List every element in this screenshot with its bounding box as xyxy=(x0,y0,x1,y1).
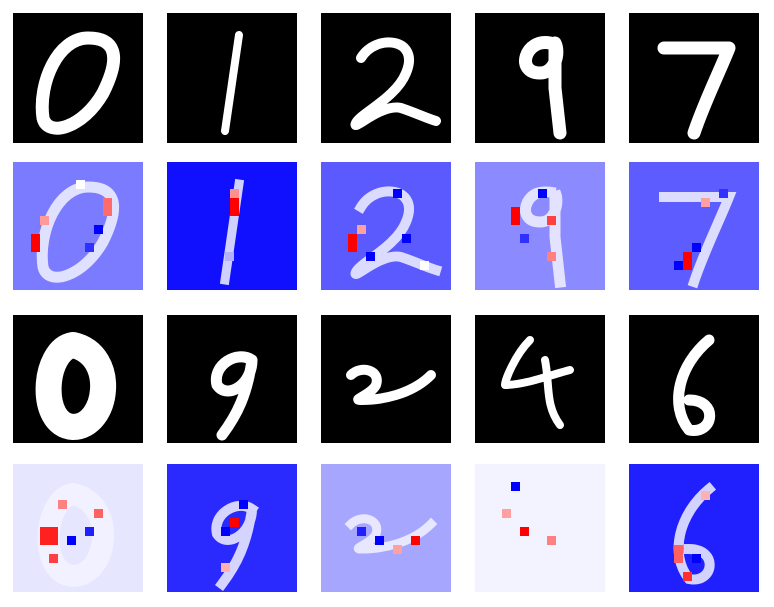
heatmap xyxy=(629,464,759,592)
heatmap xyxy=(629,162,759,290)
heatmap xyxy=(475,162,605,290)
digit-image xyxy=(321,315,451,443)
digit-image xyxy=(13,13,143,143)
heatmap xyxy=(321,464,451,592)
digit-image xyxy=(629,13,759,143)
digit-image xyxy=(167,315,297,443)
digit-image xyxy=(629,315,759,443)
digit-image xyxy=(167,13,297,143)
heatmap xyxy=(13,464,143,592)
heatmap xyxy=(167,162,297,290)
digit-image xyxy=(321,13,451,143)
heatmap xyxy=(13,162,143,290)
digit-image xyxy=(475,13,605,143)
heatmap xyxy=(475,464,605,592)
digit-image xyxy=(13,315,143,443)
heatmap xyxy=(167,464,297,592)
digit-image xyxy=(475,315,605,443)
heatmap xyxy=(321,162,451,290)
